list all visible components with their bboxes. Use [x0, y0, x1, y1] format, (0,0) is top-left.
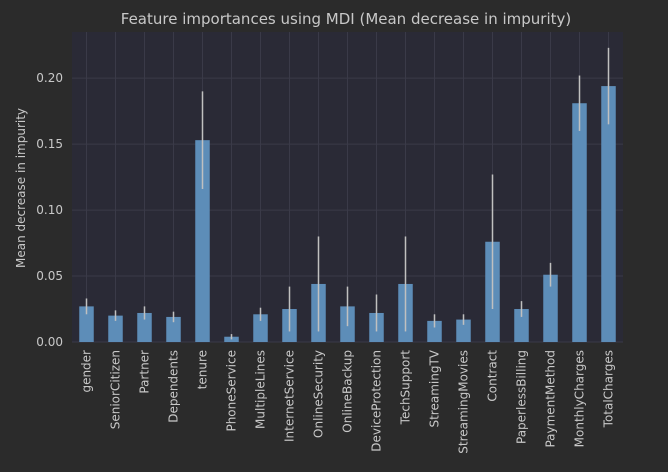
bar-StreamingMovies [456, 319, 471, 342]
y-tick-label-4: 0.20 [36, 71, 63, 85]
x-tick-label-OnlineSecurity: OnlineSecurity [312, 350, 326, 438]
bar-TotalCharges [601, 86, 616, 342]
x-tick-label-Dependents: Dependents [167, 350, 181, 423]
x-tick-label-Contract: Contract [486, 350, 500, 402]
x-tick-label-StreamingMovies: StreamingMovies [457, 350, 471, 454]
bar-Dependents [166, 316, 181, 342]
bar-MonthlyCharges [572, 103, 587, 342]
y-tick-label-1: 0.05 [36, 269, 63, 283]
y-axis-ticks: 0.00 0.05 0.10 0.15 0.20 [36, 71, 63, 349]
x-tick-label-SeniorCitizen: SeniorCitizen [109, 350, 123, 429]
x-tick-label-TotalCharges: TotalCharges [602, 350, 616, 428]
bar-Partner [137, 312, 152, 342]
bar-MultipleLines [253, 314, 268, 342]
x-tick-label-MonthlyCharges: MonthlyCharges [573, 350, 587, 447]
y-tick-label-0: 0.00 [36, 335, 63, 349]
x-tick-label-tenure: tenure [196, 350, 210, 389]
y-tick-label-3: 0.15 [36, 137, 63, 151]
chart-title: Feature importances using MDI (Mean decr… [121, 10, 571, 28]
x-tick-label-Partner: Partner [138, 350, 152, 394]
bars [79, 47, 616, 342]
bar-PaymentMethod [543, 274, 558, 342]
x-tick-label-TechSupport: TechSupport [399, 350, 413, 426]
x-tick-label-OnlineBackup: OnlineBackup [341, 350, 355, 433]
bar-SeniorCitizen [108, 315, 123, 342]
x-tick-label-StreamingTV: StreamingTV [428, 349, 442, 427]
x-tick-label-InternetService: InternetService [283, 350, 297, 442]
x-tick-label-gender: gender [80, 350, 94, 393]
x-tick-label-MultipleLines: MultipleLines [254, 350, 268, 429]
x-tick-label-PhoneService: PhoneService [225, 350, 239, 432]
x-tick-label-PaperlessBilling: PaperlessBilling [515, 350, 529, 444]
bar-PaperlessBilling [514, 309, 529, 342]
bar-tenure [195, 140, 210, 342]
bar-StreamingTV [427, 320, 442, 342]
x-tick-label-PaymentMethod: PaymentMethod [544, 350, 558, 448]
x-axis-ticks: gender SeniorCitizen Partner Dependents tenu… [80, 349, 616, 454]
y-tick-label-2: 0.10 [36, 203, 63, 217]
y-axis-label: Mean decrease in impurity [14, 108, 28, 268]
bar-gender [79, 306, 94, 342]
x-tick-label-DeviceProtection: DeviceProtection [370, 350, 384, 452]
